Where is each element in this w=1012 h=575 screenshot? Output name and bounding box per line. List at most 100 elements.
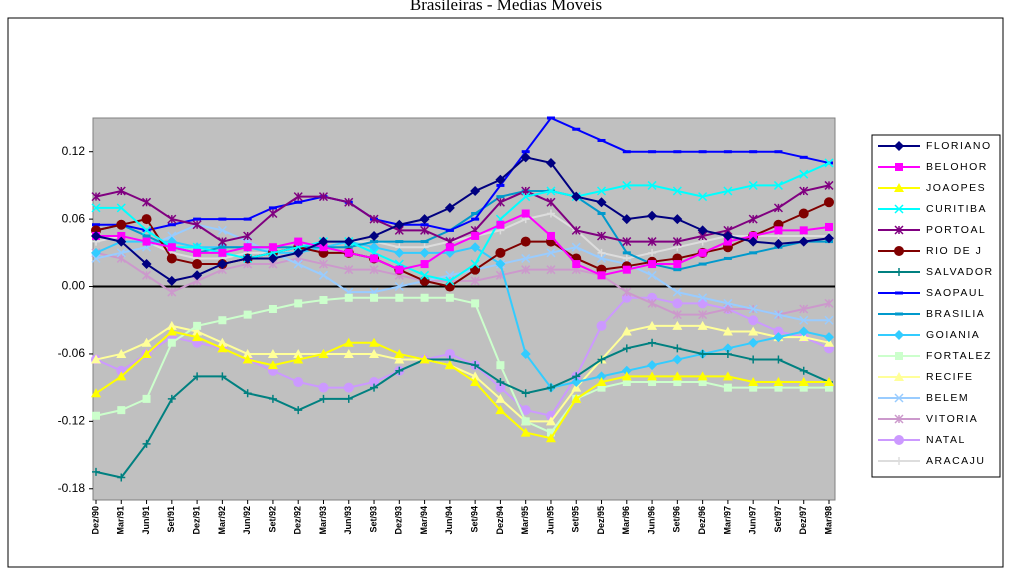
x-tick-label: Mar/92 bbox=[217, 506, 227, 535]
legend-label: RECIFE bbox=[926, 371, 974, 383]
marker bbox=[723, 298, 733, 308]
marker bbox=[697, 225, 708, 236]
marker bbox=[798, 326, 809, 337]
marker bbox=[672, 354, 683, 365]
marker bbox=[495, 197, 505, 207]
series bbox=[91, 326, 834, 443]
marker bbox=[647, 320, 658, 330]
marker bbox=[419, 214, 430, 225]
marker bbox=[167, 394, 176, 403]
x-tick-label: Jun/94 bbox=[444, 506, 454, 535]
series-line bbox=[95, 296, 829, 434]
marker bbox=[748, 337, 759, 348]
marker bbox=[242, 253, 253, 264]
marker bbox=[496, 195, 505, 199]
marker bbox=[369, 230, 380, 241]
marker bbox=[799, 169, 809, 179]
marker bbox=[471, 212, 480, 215]
marker bbox=[596, 377, 607, 387]
marker bbox=[799, 226, 808, 235]
marker bbox=[268, 394, 277, 403]
marker bbox=[697, 298, 708, 309]
marker bbox=[370, 293, 379, 302]
marker bbox=[218, 248, 227, 257]
marker bbox=[545, 157, 556, 168]
marker bbox=[116, 348, 127, 358]
marker bbox=[748, 315, 759, 326]
y-tick-label: 0.06 bbox=[62, 211, 86, 225]
marker bbox=[394, 219, 405, 230]
marker bbox=[294, 299, 303, 308]
legend-label: BRASILIA bbox=[926, 308, 985, 320]
marker bbox=[319, 296, 328, 305]
marker bbox=[572, 127, 581, 131]
marker bbox=[92, 467, 100, 476]
marker bbox=[496, 361, 505, 370]
marker bbox=[672, 310, 682, 320]
marker bbox=[217, 337, 228, 347]
marker bbox=[521, 192, 531, 202]
marker bbox=[470, 242, 481, 253]
marker bbox=[749, 150, 758, 154]
marker bbox=[774, 150, 783, 154]
marker bbox=[748, 214, 758, 224]
marker bbox=[141, 348, 152, 358]
marker bbox=[546, 265, 556, 275]
marker bbox=[798, 208, 809, 219]
marker bbox=[318, 382, 329, 393]
marker bbox=[546, 209, 555, 218]
marker bbox=[470, 276, 480, 286]
marker bbox=[243, 231, 253, 241]
marker bbox=[343, 348, 354, 358]
marker bbox=[773, 326, 784, 337]
marker bbox=[394, 348, 405, 358]
y-tick-label: -0.18 bbox=[58, 481, 86, 495]
marker bbox=[193, 321, 202, 330]
marker bbox=[698, 378, 707, 387]
x-tick-label: Set/94 bbox=[470, 506, 480, 533]
y-tick-label: -0.12 bbox=[58, 414, 86, 428]
marker bbox=[748, 180, 758, 190]
x-tick-label: Jun/95 bbox=[545, 506, 555, 535]
marker bbox=[91, 354, 101, 364]
marker bbox=[894, 330, 904, 340]
marker bbox=[91, 253, 101, 263]
marker bbox=[92, 223, 100, 227]
marker bbox=[394, 354, 405, 364]
x-tick-label: Dez/92 bbox=[293, 506, 303, 535]
marker bbox=[243, 389, 252, 398]
marker bbox=[698, 248, 707, 257]
marker bbox=[218, 372, 227, 381]
marker bbox=[267, 253, 278, 264]
legend-label: BELOHOR bbox=[926, 161, 988, 173]
marker bbox=[698, 349, 707, 358]
marker bbox=[142, 197, 152, 207]
marker bbox=[369, 348, 380, 358]
marker bbox=[673, 150, 682, 154]
marker bbox=[192, 332, 203, 342]
series-line bbox=[95, 212, 829, 260]
marker bbox=[419, 275, 430, 286]
series-line bbox=[95, 341, 830, 479]
marker bbox=[370, 383, 379, 392]
marker bbox=[774, 355, 783, 364]
marker bbox=[597, 383, 606, 392]
marker bbox=[697, 371, 708, 381]
x-tick-label: Jun/97 bbox=[748, 506, 758, 535]
marker bbox=[597, 355, 606, 364]
marker bbox=[470, 259, 480, 269]
marker bbox=[495, 393, 506, 403]
marker bbox=[647, 180, 657, 190]
marker bbox=[242, 354, 253, 364]
marker bbox=[597, 138, 606, 142]
marker bbox=[420, 293, 429, 302]
marker bbox=[142, 270, 152, 280]
marker bbox=[344, 394, 353, 403]
marker bbox=[142, 234, 151, 238]
marker bbox=[520, 152, 531, 163]
marker bbox=[370, 254, 379, 263]
marker bbox=[596, 186, 607, 196]
marker bbox=[572, 372, 581, 381]
marker bbox=[267, 360, 278, 370]
marker bbox=[496, 183, 505, 187]
